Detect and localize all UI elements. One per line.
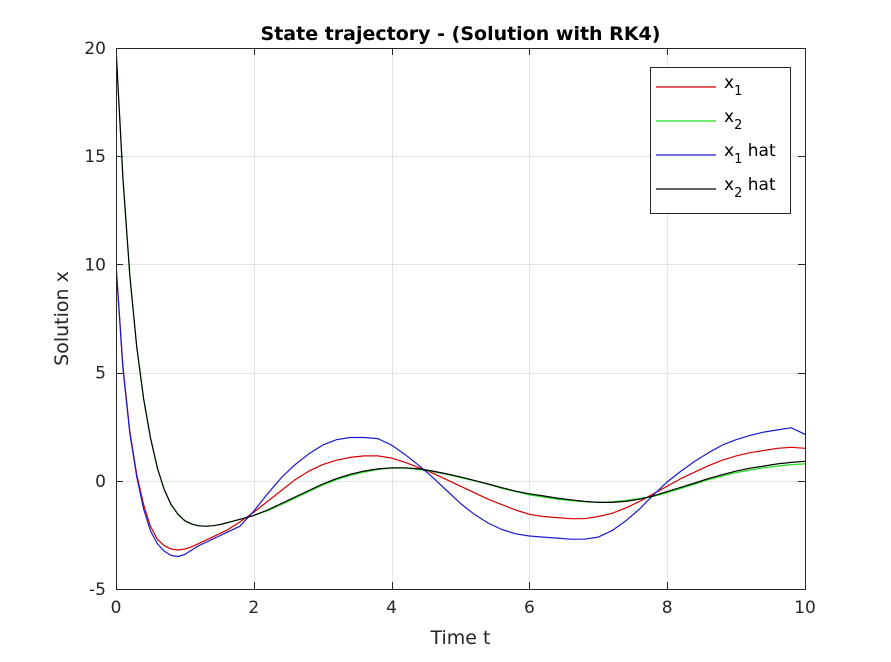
legend-entry: x2 hat [724, 175, 776, 201]
x-tick-label: 8 [662, 598, 673, 618]
series-line [116, 264, 805, 551]
x-tick-label: 6 [524, 598, 535, 618]
series-line [116, 264, 805, 558]
x-tick-label: 0 [111, 598, 122, 618]
x-tick-label: 10 [794, 598, 816, 618]
y-tick-label: 5 [95, 364, 106, 384]
x-axis-label: Time t [430, 627, 491, 649]
series-layer [116, 48, 805, 558]
legend-entry: x1 [724, 73, 742, 99]
y-tick-label: 20 [84, 39, 106, 59]
y-tick-label: 15 [84, 147, 106, 167]
legend-entry: x1 hat [724, 141, 776, 167]
y-tick-label: 10 [84, 255, 106, 275]
y-tick-label: -5 [89, 580, 106, 600]
legend: x1 x2 x1 hat x2 hat [650, 67, 791, 214]
legend-entry: x2 [724, 107, 742, 133]
plot-frame [116, 48, 806, 590]
chart-title: State trajectory - (Solution with RK4) [261, 23, 661, 45]
series-line [116, 48, 805, 527]
x-tick-label: 4 [386, 598, 397, 618]
y-tick-label: 0 [95, 472, 106, 492]
y-axis-label: Solution x [51, 271, 73, 366]
x-tick-label: 2 [248, 598, 259, 618]
